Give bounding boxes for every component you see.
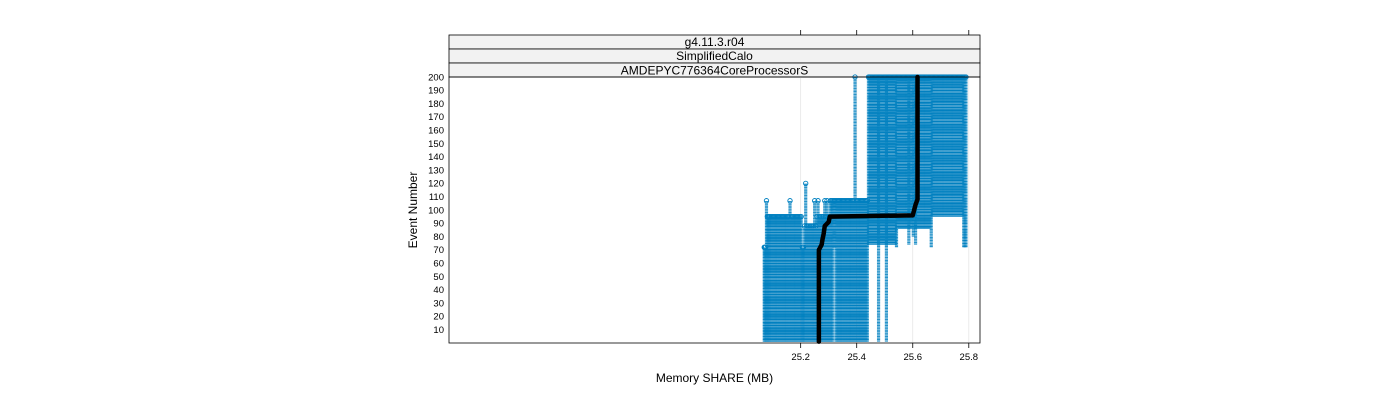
- y-tick-label: 50: [433, 272, 444, 283]
- y-tick-label: 120: [428, 179, 444, 190]
- x-axis-title: Memory SHARE (MB): [656, 371, 773, 385]
- median-series-line: [816, 74, 920, 344]
- data-point: [803, 180, 809, 187]
- y-tick-label: 110: [429, 192, 444, 203]
- y-tick-label: 170: [428, 112, 444, 123]
- y-tick-label: 60: [433, 259, 444, 270]
- y-tick-label: 140: [428, 152, 444, 163]
- strip-3-label: AMDEPYC776364CoreProcessorS: [621, 64, 808, 78]
- strip-headers: g4.11.3.r04 SimplifiedCalo AMDEPYC776364…: [448, 34, 981, 78]
- y-tick-label: 80: [433, 232, 444, 243]
- y-tick-label: 100: [428, 205, 444, 216]
- y-tick-label: 150: [428, 139, 444, 150]
- y-tick-label: 160: [428, 126, 444, 137]
- x-tick-label: 25.8: [960, 352, 979, 363]
- y-tick-label: 20: [433, 312, 444, 323]
- data-point: [787, 198, 793, 204]
- data-point: [812, 198, 818, 204]
- data-point: [815, 198, 821, 204]
- data-point: [798, 213, 804, 220]
- data-points: [761, 74, 969, 342]
- y-tick-label: 90: [433, 219, 444, 230]
- x-tick-label: 25.2: [791, 352, 810, 363]
- y-tick-label: 190: [428, 86, 444, 97]
- plot-panel: [448, 76, 981, 344]
- median-line: [816, 74, 920, 344]
- x-tick-label: 25.4: [847, 352, 866, 363]
- data-point: [822, 198, 828, 204]
- x-tick-label: 25.6: [903, 352, 922, 363]
- y-tick-label: 40: [433, 285, 444, 296]
- y-tick-label: 130: [428, 165, 444, 176]
- y-tick-label: 30: [433, 298, 444, 309]
- x-axis: 25.2 25.4 25.6 25.8: [791, 30, 978, 363]
- y-axis: 10 20 30 40 50 60 70 80 90 100 110 120 130 140 150 160 1…: [428, 72, 444, 336]
- y-tick-label: 180: [428, 99, 444, 110]
- strip-2-label: SimplifiedCalo: [676, 49, 753, 63]
- y-tick-label: 70: [433, 245, 444, 256]
- y-tick-label: 200: [428, 72, 444, 83]
- data-point: [763, 198, 770, 204]
- y-axis-title: Event Number: [406, 172, 420, 249]
- strip-1-label: g4.11.3.r04: [685, 35, 745, 49]
- y-tick-label: 10: [433, 325, 444, 336]
